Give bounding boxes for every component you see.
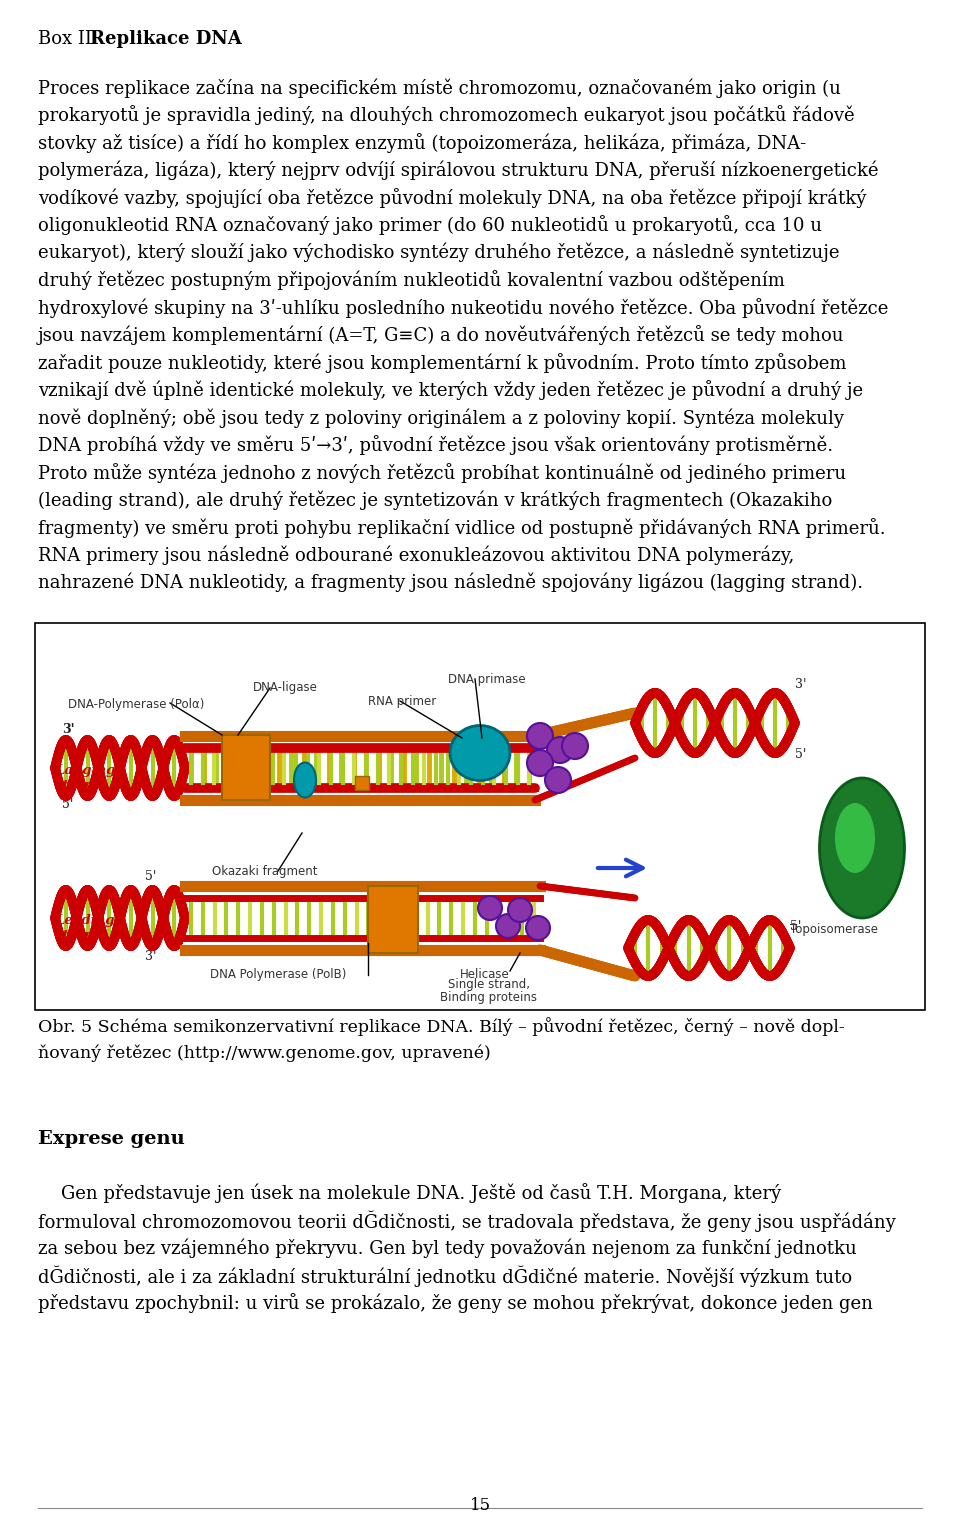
Text: 5': 5' (62, 797, 73, 811)
Bar (355, 776, 369, 790)
Text: Replikace DNA: Replikace DNA (90, 30, 242, 49)
Text: Single strand,: Single strand, (448, 978, 530, 990)
Circle shape (496, 914, 520, 939)
Text: za sebou bez vzájemného překryvu. Gen byl tedy považován nejenom za funkční jedn: za sebou bez vzájemného překryvu. Gen by… (38, 1238, 856, 1258)
Text: prokaryotů je spravidla jediný, na dlouhých chromozomech eukaryot jsou počátků ř: prokaryotů je spravidla jediný, na dlouh… (38, 105, 854, 126)
Bar (35, 623, 925, 1010)
Text: Binding proteins: Binding proteins (440, 990, 537, 1004)
Text: 3': 3' (795, 677, 806, 691)
Text: DNA-ligase: DNA-ligase (253, 681, 318, 694)
Text: DNA Polymerase (PolB): DNA Polymerase (PolB) (210, 968, 347, 981)
Text: Exprese genu: Exprese genu (38, 1130, 184, 1148)
Text: Box III: Box III (38, 30, 105, 49)
Text: polymeráza, ligáza), který nejprv odvíjí spirálovou strukturu DNA, přeruší nízko: polymeráza, ligáza), který nejprv odvíjí… (38, 161, 878, 179)
Ellipse shape (820, 778, 904, 917)
Text: 15: 15 (469, 1498, 491, 1514)
Text: RNA primery jsou následně odbourané exonukleázovou aktivitou DNA polymerázy,: RNA primery jsou následně odbourané exon… (38, 545, 794, 565)
Text: vodíkové vazby, spojující oba řetězce původní molekuly DNA, na oba řetězce připo: vodíkové vazby, spojující oba řetězce pů… (38, 188, 866, 208)
Text: (leading strand), ale druhý řetězec je syntetizován v krátkých fragmentech (Okaz: (leading strand), ale druhý řetězec je s… (38, 491, 832, 510)
Text: DNA probíhá vždy ve směru 5ʹ→3ʹ, původní řetězce jsou však orientovány protisměr: DNA probíhá vždy ve směru 5ʹ→3ʹ, původní… (38, 436, 833, 456)
Text: nově doplněný; obě jsou tedy z poloviny originálem a z poloviny kopií. Syntéza m: nově doplněný; obě jsou tedy z poloviny … (38, 409, 844, 427)
Circle shape (562, 734, 588, 760)
Text: Proto může syntéza jednoho z nových řetězců probíhat kontinuálně od jediného pri: Proto může syntéza jednoho z nových řetě… (38, 463, 846, 483)
Circle shape (526, 916, 550, 940)
Ellipse shape (835, 804, 875, 873)
Text: Gen představuje jen úsek na molekule DNA. Ještě od časů T.H. Morgana, který: Gen představuje jen úsek na molekule DNA… (38, 1183, 781, 1203)
Text: 5': 5' (795, 747, 806, 761)
Circle shape (545, 767, 571, 793)
Text: zařadit pouze nukleotidy, které jsou komplementární k původním. Proto tímto způs: zařadit pouze nukleotidy, které jsou kom… (38, 352, 847, 374)
Text: RNA primer: RNA primer (368, 696, 436, 708)
Text: 3': 3' (62, 723, 75, 737)
Text: představu zpochybnil: u virů se prokázalo, že geny se mohou překrývat, dokonce j: představu zpochybnil: u virů se prokázal… (38, 1293, 873, 1312)
Circle shape (527, 750, 553, 776)
Text: vznikají dvě úplně identické molekuly, ve kterých vždy jeden řetězec je původní : vznikají dvě úplně identické molekuly, v… (38, 380, 863, 401)
Ellipse shape (294, 763, 316, 797)
Text: 5': 5' (790, 921, 802, 933)
Text: oligonukleotid RNA označovaný jako primer (do 60 nukleotidů u prokaryotů, cca 10: oligonukleotid RNA označovaný jako prime… (38, 216, 822, 235)
Text: 3': 3' (145, 949, 156, 963)
Text: hydroxylové skupiny na 3ʹ-uhlíku posledního nukeotidu nového řetězce. Oba původn: hydroxylové skupiny na 3ʹ-uhlíku posledn… (38, 298, 888, 317)
Text: ňovaný řetězec (http://www.genome.gov, upravené): ňovaný řetězec (http://www.genome.gov, u… (38, 1044, 491, 1062)
Bar (368, 886, 418, 952)
Text: Topoisomerase: Topoisomerase (790, 924, 878, 936)
Text: Proces replikace začína na specifickém místě chromozomu, označovaném jako origin: Proces replikace začína na specifickém m… (38, 77, 841, 97)
Circle shape (527, 723, 553, 749)
Text: DNA primase: DNA primase (448, 673, 526, 687)
Text: druhý řetězec postupným připojováním nukleotidů kovalentní vazbou odštěpením: druhý řetězec postupným připojováním nuk… (38, 270, 785, 290)
Bar (222, 735, 270, 801)
Text: DNA-Polymerase (Polα): DNA-Polymerase (Polα) (68, 699, 204, 711)
Text: Obr. 5 Schéma semikonzervativní replikace DNA. Bílý – původní řetězec, černý – n: Obr. 5 Schéma semikonzervativní replikac… (38, 1018, 845, 1036)
Circle shape (547, 737, 573, 763)
Text: Okazaki fragment: Okazaki fragment (212, 864, 318, 878)
Text: Leading
strand: Leading strand (55, 914, 114, 942)
Text: 5': 5' (145, 870, 156, 883)
Text: formuloval chromozomovou teorii dĞdičnosti, se tradovala představa, že geny jsou: formuloval chromozomovou teorii dĞdičnos… (38, 1211, 896, 1232)
Text: fragmenty) ve směru proti pohybu replikační vidlice od postupně přidávaných RNA : fragmenty) ve směru proti pohybu replika… (38, 518, 886, 538)
Circle shape (508, 898, 532, 922)
Text: Lagging
strand: Lagging strand (55, 764, 115, 791)
Text: nahrazené DNA nukleotidy, a fragmenty jsou následně spojovány ligázou (lagging s: nahrazené DNA nukleotidy, a fragmenty js… (38, 573, 863, 592)
Text: Helicase: Helicase (460, 968, 510, 981)
Ellipse shape (450, 726, 510, 781)
Text: dĞdičnosti, ale i za základní strukturální jednotku dĞdičné materie. Novější výz: dĞdičnosti, ale i za základní strukturál… (38, 1265, 852, 1287)
Text: stovky až tisíce) a řídí ho komplex enzymů (topoizomeráza, helikáza, přimáza, DN: stovky až tisíce) a řídí ho komplex enzy… (38, 134, 806, 153)
Circle shape (478, 896, 502, 921)
Text: jsou navzájem komplementární (A=T, G≡C) a do nověutvářených řetězců se tedy moho: jsou navzájem komplementární (A=T, G≡C) … (38, 325, 845, 345)
Text: eukaryot), který slouží jako východisko syntézy druhého řetězce, a následně synt: eukaryot), který slouží jako východisko … (38, 243, 839, 263)
